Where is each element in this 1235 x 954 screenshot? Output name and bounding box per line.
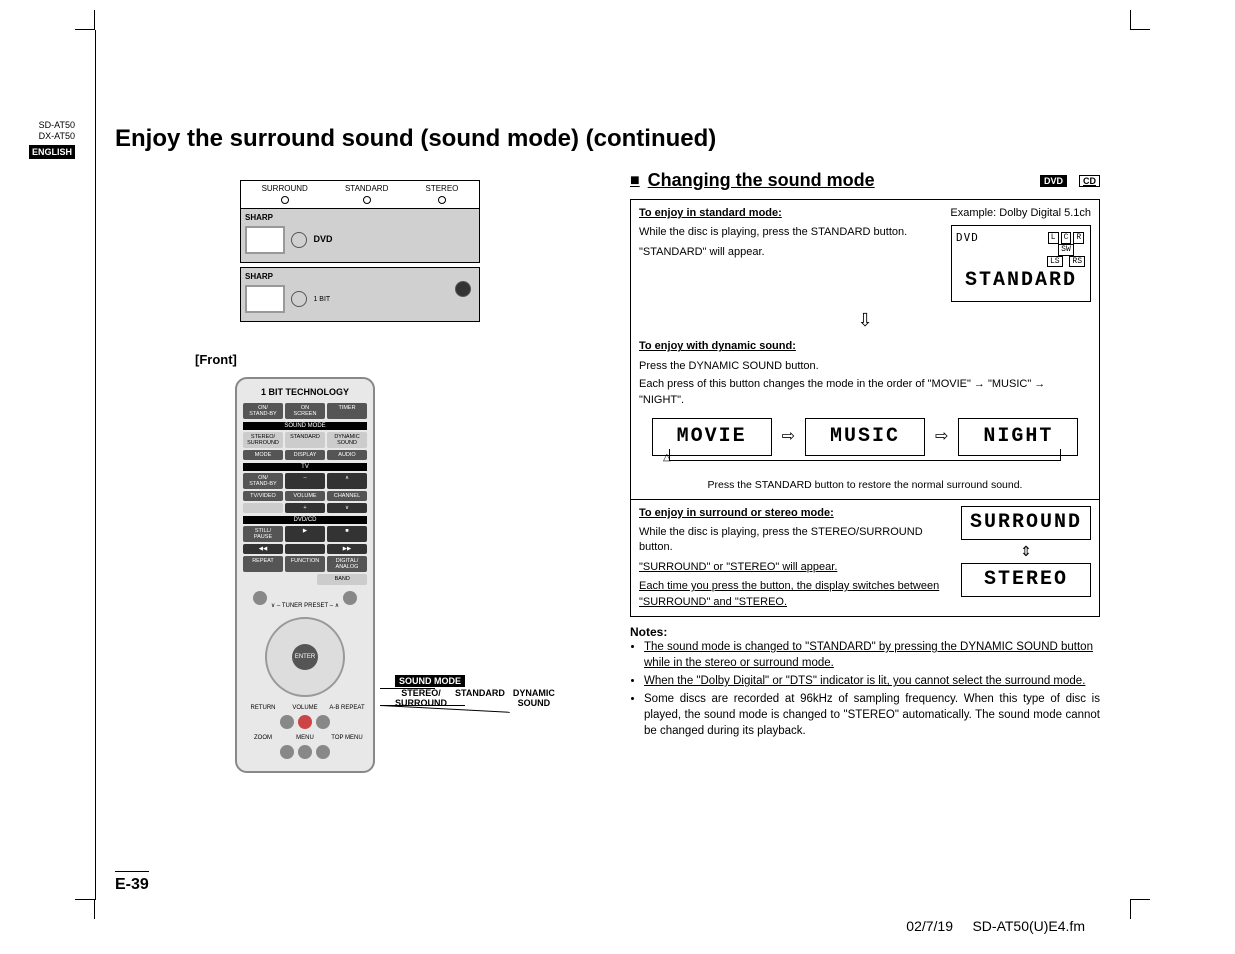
page-number: E-39 xyxy=(115,871,149,894)
page-title: Enjoy the surround sound (sound mode) (c… xyxy=(115,125,716,153)
dvd-badge: DVD xyxy=(1040,175,1067,187)
notes-heading: Notes: xyxy=(630,625,1100,639)
mode-cycle: MOVIE ⇨ MUSIC ⇨ NIGHT xyxy=(639,418,1091,456)
callout-sound-mode: SOUND MODE STEREO/SURROUND STANDARD DYNA… xyxy=(395,675,555,709)
remote-standard: STANDARD xyxy=(285,432,325,448)
side-label: SD-AT50 DX-AT50 ENGLISH xyxy=(20,120,75,159)
remote-dynamic: DYNAMICSOUND xyxy=(327,432,367,448)
example-text: Example: Dolby Digital 5.1ch xyxy=(950,206,1091,221)
cd-badge: CD xyxy=(1079,175,1100,187)
right-column: ■ Changing the sound mode DVD CD To enjo… xyxy=(630,170,1100,742)
remote-dpad: ENTER xyxy=(265,617,345,697)
model-1: SD-AT50 xyxy=(20,120,75,131)
dev-btn-standard: STANDARD xyxy=(345,184,388,193)
device-unit-top: SHARP DVD xyxy=(240,208,480,263)
standard-mode-box: To enjoy in standard mode: Example: Dolb… xyxy=(630,199,1100,500)
language-badge: ENGLISH xyxy=(29,145,75,159)
remote-logo: 1 BIT TECHNOLOGY xyxy=(243,387,367,397)
dev-btn-surround: SURROUND xyxy=(262,184,308,193)
remote-stereo-surround: STEREO/SURROUND xyxy=(243,432,283,448)
front-label: [Front] xyxy=(195,352,605,367)
left-column: SURROUND STANDARD STEREO SHARP DVD SHARP… xyxy=(115,180,605,773)
section-heading: ■ Changing the sound mode DVD CD xyxy=(630,170,1100,191)
lcd-stereo: STEREO xyxy=(961,563,1091,597)
lcd-surround: SURROUND xyxy=(961,506,1091,540)
down-arrow-icon: ⇩ xyxy=(639,308,1091,333)
device-unit-bottom: SHARP 1 BIT xyxy=(240,267,480,322)
remote-diagram: 1 BIT TECHNOLOGY ON/STAND-BY ONSCREEN TI… xyxy=(235,377,375,773)
lcd-standard: DVD LCR SW LS RS STANDARD xyxy=(951,225,1091,302)
model-2: DX-AT50 xyxy=(20,131,75,142)
footer: 02/7/19 SD-AT50(U)E4.fm xyxy=(906,918,1085,934)
device-diagram: SURROUND STANDARD STEREO SHARP DVD SHARP… xyxy=(240,180,480,322)
surround-stereo-box: To enjoy in surround or stereo mode: Whi… xyxy=(630,500,1100,617)
notes-list: The sound mode is changed to "STANDARD" … xyxy=(630,639,1100,740)
dev-btn-stereo: STEREO xyxy=(426,184,459,193)
